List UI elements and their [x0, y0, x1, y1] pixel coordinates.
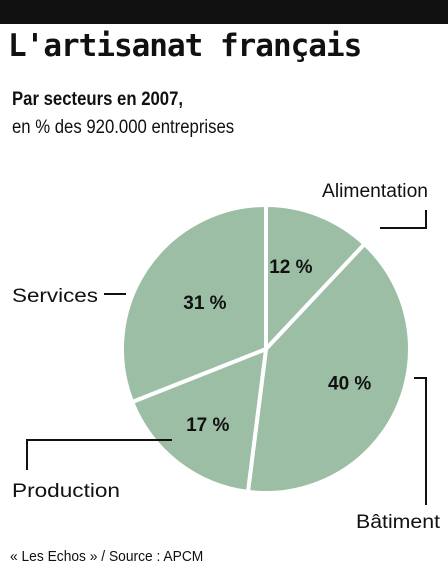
- slice-value-label: 31 %: [183, 293, 226, 314]
- slice-category-label: Production: [12, 481, 120, 502]
- top-bar: [0, 0, 448, 24]
- subtitle-line-2: en % des 920.000 entreprises: [12, 117, 235, 138]
- slice-category-label: Services: [12, 286, 98, 307]
- subtitle-line-1: Par secteurs en 2007,: [12, 89, 184, 110]
- leader-line: [380, 210, 427, 229]
- pie-slice-alimentation: [264, 203, 367, 351]
- pie-slice-production: [130, 347, 268, 494]
- slice-value-label: 12 %: [269, 257, 312, 278]
- slice-value-label: 40 %: [328, 374, 371, 395]
- slice-category-label: Bâtiment: [356, 512, 441, 533]
- chart-subtitle: Par secteurs en 2007, en % des 920.000 e…: [12, 86, 234, 142]
- pie-slice-bâtiment: [245, 242, 412, 495]
- source-credit: « Les Echos » / Source : APCM: [10, 548, 204, 565]
- leader-line: [26, 439, 172, 470]
- slice-category-label: Alimentation: [322, 181, 428, 202]
- slice-value-label: 17 %: [186, 415, 229, 436]
- chart-title: L'artisanat français: [8, 28, 362, 64]
- leader-line: [414, 377, 427, 505]
- pie-slice-services: [120, 203, 268, 405]
